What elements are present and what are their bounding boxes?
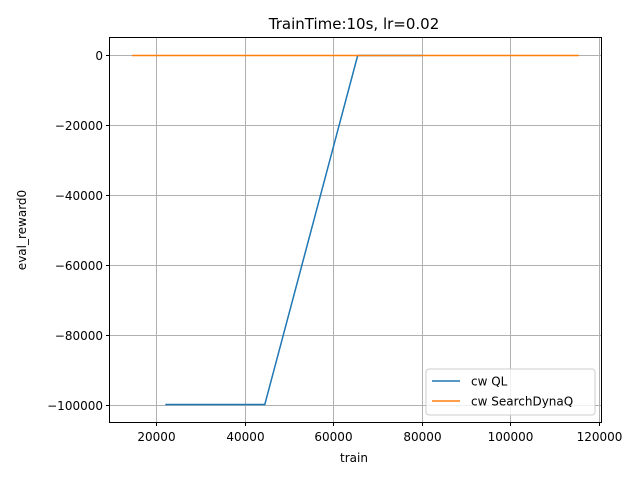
x-tick-label: 20000: [137, 430, 175, 444]
x-tick-label: 80000: [403, 430, 441, 444]
y-tick-label: −20000: [55, 119, 103, 133]
y-tick-label: −100000: [47, 399, 103, 413]
y-tick-label: −80000: [55, 329, 103, 343]
legend-label: cw QL: [471, 375, 508, 389]
x-axis-label: train: [340, 451, 368, 465]
plot-frame: [109, 37, 602, 423]
x-tick-label: 40000: [226, 430, 264, 444]
grid: [110, 38, 601, 422]
y-tick-label: −60000: [55, 259, 103, 273]
y-tick-label: −40000: [55, 189, 103, 203]
y-axis-label: eval_reward0: [15, 190, 29, 270]
y-tick-label: 0: [95, 49, 103, 63]
chart-title: TrainTime:10s, lr=0.02: [268, 15, 440, 33]
series-layer: [132, 54, 579, 406]
legend-label: cw SearchDynaQ: [471, 395, 573, 409]
x-tick-label: 60000: [314, 430, 352, 444]
legend-box: [425, 368, 596, 416]
x-tick-label: 120000: [577, 430, 623, 444]
legend: cw QL cw SearchDynaQ: [425, 368, 596, 416]
x-tick-label: 100000: [488, 430, 534, 444]
ticks: 20000 40000 60000 80000 100000 120000 0 −20000 −…: [47, 49, 622, 444]
